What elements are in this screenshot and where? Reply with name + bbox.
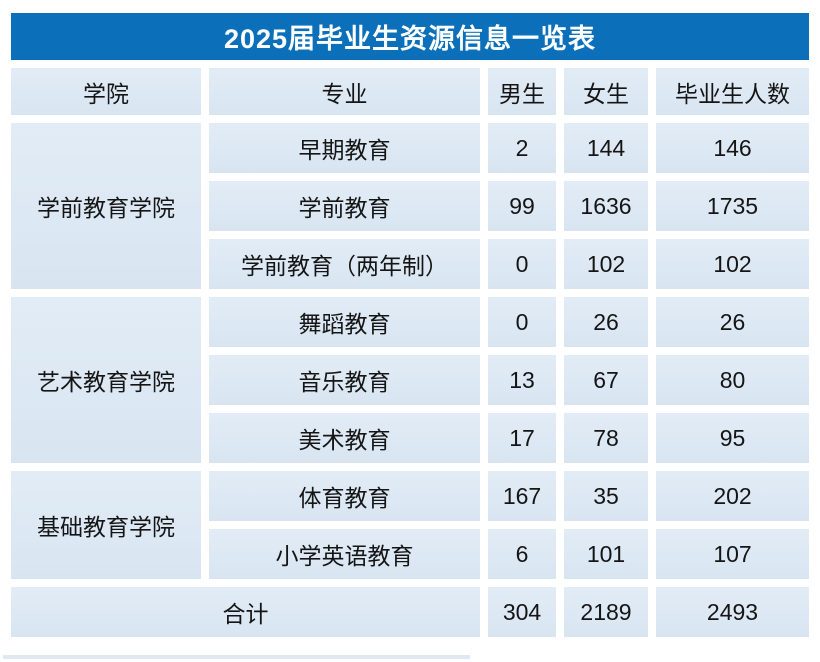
female-count-cell: 67	[564, 355, 648, 405]
table-row: 学前教育学院 早期教育 2 144 146	[11, 123, 809, 289]
graduate-total-cell: 26	[656, 297, 809, 347]
summary-label-cell: 合计	[11, 587, 480, 637]
male-count-cell: 0	[488, 297, 556, 347]
table-row: 美术教育 17 78 95	[11, 413, 809, 463]
summary-male-cell: 304	[488, 587, 556, 637]
major-cell: 早期教育	[209, 123, 480, 173]
table-body: 学前教育学院 早期教育 2 144 146 学前教育 99 1636 1735 学前教育（两年制）…	[11, 123, 809, 637]
female-count-cell: 26	[564, 297, 648, 347]
table-row: 基础教育学院 体育教育 167 35 202	[11, 471, 809, 579]
female-count-cell: 101	[564, 529, 648, 579]
college-cell: 艺术教育学院	[11, 297, 201, 463]
major-cell: 学前教育	[209, 181, 480, 231]
major-cell: 音乐教育	[209, 355, 480, 405]
table-row: 学前教育（两年制） 0 102 102	[11, 239, 809, 289]
major-cell: 小学英语教育	[209, 529, 480, 579]
table-row: 艺术教育学院 舞蹈教育 0 26 26	[11, 297, 809, 463]
cutoff-element-bottom	[3, 655, 470, 659]
college-cell: 学前教育学院	[11, 123, 201, 289]
col-header-major: 专业	[209, 68, 480, 115]
graduate-total-cell: 202	[656, 471, 809, 521]
summary-female-cell: 2189	[564, 587, 648, 637]
graduates-table: 2025届毕业生资源信息一览表 学院 专业 男生 女生 毕业生人数 学前教育学院…	[3, 5, 817, 645]
major-cell: 美术教育	[209, 413, 480, 463]
major-cell: 舞蹈教育	[209, 297, 480, 347]
major-cell: 学前教育（两年制）	[209, 239, 480, 289]
male-count-cell: 17	[488, 413, 556, 463]
graduate-total-cell: 1735	[656, 181, 809, 231]
male-count-cell: 2	[488, 123, 556, 173]
table-row: 音乐教育 13 67 80	[11, 355, 809, 405]
table-row: 学前教育 99 1636 1735	[11, 181, 809, 231]
col-header-male: 男生	[488, 68, 556, 115]
col-header-female: 女生	[564, 68, 648, 115]
college-cell: 基础教育学院	[11, 471, 201, 579]
male-count-cell: 99	[488, 181, 556, 231]
female-count-cell: 144	[564, 123, 648, 173]
table-row: 小学英语教育 6 101 107	[11, 529, 809, 579]
graduate-total-cell: 95	[656, 413, 809, 463]
female-count-cell: 1636	[564, 181, 648, 231]
male-count-cell: 0	[488, 239, 556, 289]
graduate-total-cell: 102	[656, 239, 809, 289]
male-count-cell: 13	[488, 355, 556, 405]
title-row: 2025届毕业生资源信息一览表	[11, 13, 809, 60]
male-count-cell: 167	[488, 471, 556, 521]
female-count-cell: 35	[564, 471, 648, 521]
summary-total-cell: 2493	[656, 587, 809, 637]
graduate-info-page: { "title": "2025届毕业生资源信息一览表", "colors": …	[0, 5, 820, 662]
female-count-cell: 78	[564, 413, 648, 463]
female-count-cell: 102	[564, 239, 648, 289]
table-header-row: 学院 专业 男生 女生 毕业生人数	[11, 68, 809, 115]
summary-row: 合计 304 2189 2493	[11, 587, 809, 637]
graduate-total-cell: 80	[656, 355, 809, 405]
male-count-cell: 6	[488, 529, 556, 579]
major-cell: 体育教育	[209, 471, 480, 521]
page-title: 2025届毕业生资源信息一览表	[11, 13, 809, 60]
col-header-graduate-count: 毕业生人数	[656, 68, 809, 115]
graduate-total-cell: 146	[656, 123, 809, 173]
graduate-total-cell: 107	[656, 529, 809, 579]
col-header-college: 学院	[11, 68, 201, 115]
